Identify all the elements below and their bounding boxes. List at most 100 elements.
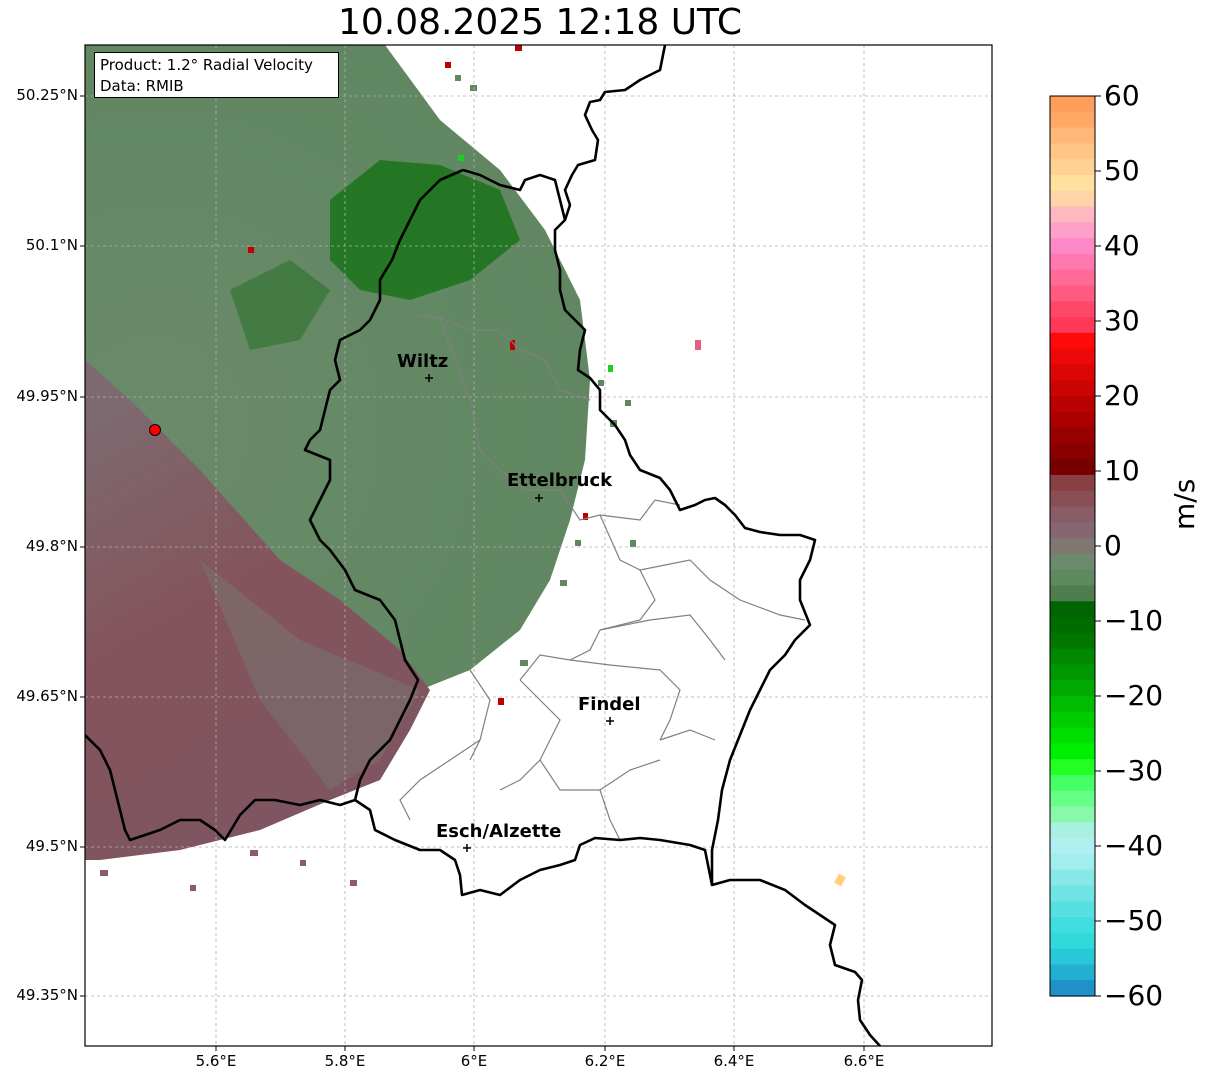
colorbar-segment [1050, 680, 1095, 697]
colorbar-segment [1050, 443, 1095, 460]
lat-tick-label: 50.1°N [25, 236, 78, 254]
lon-tick-label: 6.6°E [843, 1052, 885, 1070]
velocity-colorbar [1050, 96, 1095, 997]
colorbar-tick: −40 [1104, 829, 1164, 862]
lat-tick-label: 49.5°N [25, 837, 78, 855]
colorbar-segment [1050, 822, 1095, 839]
colorbar-segment [1050, 696, 1095, 713]
colorbar-segment [1050, 964, 1095, 981]
colorbar-tick: −60 [1104, 979, 1164, 1012]
canton-borders [399, 314, 806, 841]
colorbar-segment [1050, 364, 1095, 381]
lon-tick-label: 6.4°E [713, 1052, 755, 1070]
colorbar-tick: −50 [1104, 904, 1164, 937]
colorbar-segment [1050, 569, 1095, 587]
colorbar-segment [1050, 380, 1095, 397]
data-source-label: Data: RMIB [100, 77, 184, 95]
colorbar-segment [1050, 774, 1095, 792]
colorbar-segment [1050, 522, 1095, 539]
colorbar-segment [1050, 143, 1095, 160]
colorbar-tick: 20 [1104, 379, 1140, 412]
colorbar-segment [1050, 617, 1095, 634]
colorbar-segment [1050, 869, 1095, 887]
colorbar-segment [1050, 317, 1095, 334]
lat-tick-label: 49.65°N [16, 687, 78, 705]
colorbar-segment [1050, 253, 1095, 271]
colorbar-segment [1050, 664, 1095, 681]
map-title: 10.08.2025 12:18 UTC [337, 2, 743, 43]
city-label-esch-alzette: Esch/Alzette [436, 821, 562, 842]
colorbar-segment [1050, 506, 1095, 523]
colorbar-segment [1050, 553, 1095, 571]
colorbar-segment [1050, 348, 1095, 366]
lon-tick-label: 6.2°E [584, 1052, 626, 1070]
colorbar-segment [1050, 285, 1095, 302]
colorbar-segment [1050, 632, 1095, 650]
plot-frame [84, 44, 993, 1047]
colorbar-segment [1050, 932, 1095, 950]
colorbar-segment [1050, 490, 1095, 508]
colorbar-tick: 40 [1104, 229, 1140, 262]
colorbar-tick: 10 [1104, 454, 1140, 487]
product-info-box: Product: 1.2° Radial Velocity Data: RMIB [94, 52, 339, 98]
city-label-wiltz: Wiltz [397, 351, 449, 372]
colorbar-tick: 50 [1104, 154, 1140, 187]
colorbar-segment [1050, 790, 1095, 808]
colorbar-segment [1050, 206, 1095, 223]
colorbar-unit-label: m/s [1168, 478, 1201, 530]
colorbar-tick: 60 [1104, 79, 1140, 112]
colorbar-segment [1050, 459, 1095, 476]
lat-tick-label: 49.8°N [25, 537, 78, 555]
colorbar-segment [1050, 759, 1095, 776]
colorbar-segment [1050, 174, 1095, 192]
colorbar-segment [1050, 917, 1095, 934]
colorbar-segment [1050, 411, 1095, 429]
lat-tick-label: 50.25°N [16, 86, 78, 104]
lon-tick-label: 5.8°E [324, 1052, 366, 1070]
colorbar-segment [1050, 711, 1095, 729]
lon-tick-label: 5.6°E [195, 1052, 237, 1070]
colorbar-segment [1050, 885, 1095, 902]
colorbar-segment [1050, 743, 1095, 760]
echo-strong-inbound [330, 160, 520, 300]
colorbar-segment [1050, 396, 1095, 413]
colorbar-segment [1050, 538, 1095, 555]
colorbar-segment [1050, 980, 1095, 997]
colorbar-tick: −30 [1104, 754, 1164, 787]
colorbar-segment [1050, 838, 1095, 855]
colorbar-segment [1050, 727, 1095, 744]
radar-site-marker [149, 424, 161, 436]
colorbar-segment [1050, 427, 1095, 444]
echo-field-mixed [200, 560, 420, 790]
colorbar-segment [1050, 474, 1095, 492]
colorbar-tick: 0 [1104, 529, 1122, 562]
colorbar-segment [1050, 127, 1095, 144]
product-label: Product: 1.2° Radial Velocity [100, 56, 313, 74]
lat-tick-label: 49.35°N [16, 986, 78, 1004]
colorbar-tick: −20 [1104, 679, 1164, 712]
city-label-findel: Findel [578, 694, 641, 715]
colorbar-segment [1050, 222, 1095, 239]
colorbar-segment [1050, 585, 1095, 602]
colorbar-segment [1050, 648, 1095, 666]
lat-tick-label: 49.95°N [16, 387, 78, 405]
colorbar-segment [1050, 269, 1095, 287]
colorbar-segment [1050, 159, 1095, 176]
colorbar-segment [1050, 332, 1095, 350]
national-borders [85, 45, 881, 1046]
colorbar-segment [1050, 853, 1095, 871]
lon-tick-label: 6°E [460, 1052, 488, 1070]
colorbar-segment [1050, 111, 1095, 129]
colorbar-segment [1050, 238, 1095, 255]
colorbar-tick: −10 [1104, 604, 1164, 637]
colorbar-segment [1050, 948, 1095, 966]
city-markers [425, 374, 614, 852]
colorbar-segment [1050, 806, 1095, 823]
colorbar-segment [1050, 301, 1095, 318]
colorbar-segment [1050, 901, 1095, 918]
city-label-ettelbruck: Ettelbruck [507, 470, 613, 491]
colorbar-segment [1050, 601, 1095, 618]
colorbar-tick: 30 [1104, 304, 1140, 337]
colorbar-segment [1050, 96, 1095, 113]
